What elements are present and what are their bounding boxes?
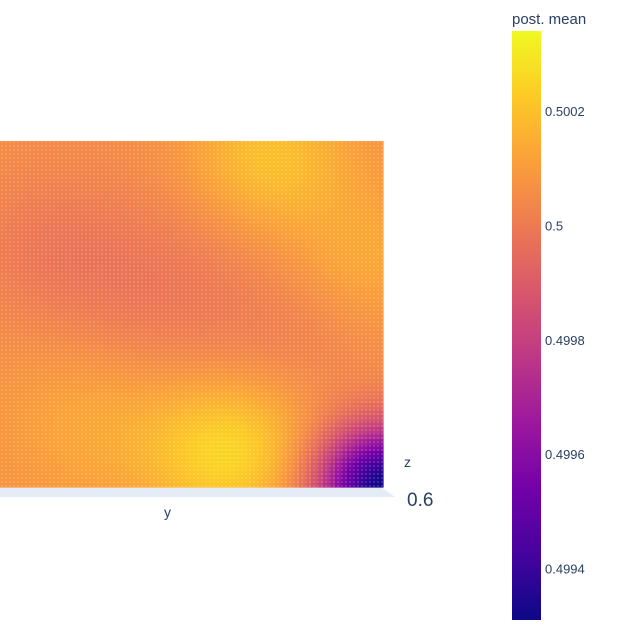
- colorbar-tick-label: 0.4998: [545, 333, 585, 348]
- colorbar-tick-label: 0.5: [545, 218, 563, 233]
- x-axis-title: y: [164, 504, 171, 520]
- axis-floor-plane: [0, 487, 395, 497]
- surface-point-grid: [0, 141, 383, 487]
- colorbar-tick-label: 0.4994: [545, 562, 585, 577]
- surface-heatmap: [0, 141, 384, 488]
- colorbar-tick-label: 0.4996: [545, 447, 585, 462]
- colorbar-title: post. mean: [512, 11, 586, 28]
- colorbar: post. mean 0.5002 0.5 0.4998 0.4996 0.4994: [512, 11, 586, 620]
- colorbar-tick-label: 0.5002: [545, 104, 585, 119]
- colorbar-gradient: [512, 31, 541, 620]
- z-axis-title: z: [404, 454, 411, 470]
- z-axis-tick-label: 0.6: [407, 490, 433, 511]
